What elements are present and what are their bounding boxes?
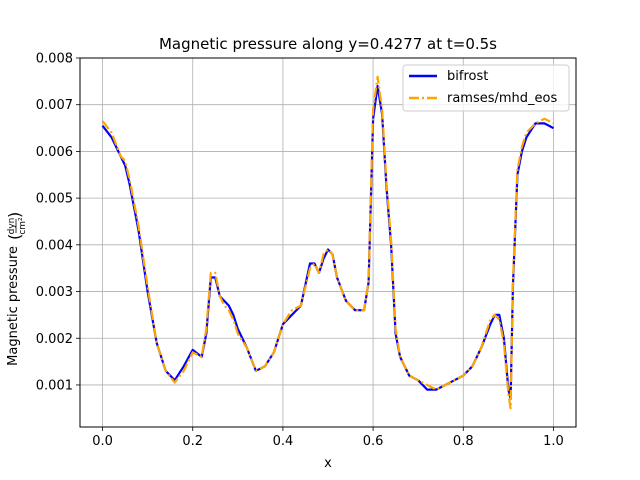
- y-tick-label: 0.008: [36, 52, 73, 67]
- legend-label-ramses: ramses/mhd_eos: [447, 91, 558, 106]
- x-tick-label: 0.6: [363, 434, 384, 449]
- x-tick-label: 1.0: [543, 434, 564, 449]
- y-tick-label: 0.002: [36, 332, 73, 347]
- y-tick-label: 0.005: [36, 192, 73, 207]
- y-tick-label: 0.004: [36, 238, 73, 253]
- y-axis-label: Magnetic pressure ( dyn cm² ): [5, 212, 28, 366]
- y-tick-label: 0.001: [36, 378, 73, 393]
- x-axis: 0.0 0.2 0.4 0.6 0.8 1.0: [92, 427, 564, 449]
- x-tick-label: 0.4: [273, 434, 294, 449]
- chart-title: Magnetic pressure along y=0.4277 at t=0.…: [159, 35, 497, 53]
- series-layer: [101, 75, 555, 410]
- x-tick-label: 0.8: [453, 434, 474, 449]
- legend: bifrost ramses/mhd_eos: [402, 64, 570, 112]
- plot-frame: [79, 57, 577, 428]
- y-tick-label: 0.006: [36, 145, 73, 160]
- x-axis-label: x: [324, 456, 332, 471]
- y-axis: 0.001 0.002 0.003 0.004 0.005 0.006 0.007 0.008: [36, 52, 80, 393]
- y-axis-label-text: Magnetic pressure: [6, 246, 21, 366]
- y-tick-label: 0.007: [36, 98, 73, 113]
- x-tick-label: 0.2: [182, 434, 203, 449]
- x-tick-label: 0.0: [92, 434, 113, 449]
- y-axis-label-paren-open: (: [5, 234, 24, 240]
- y-axis-label-unit-num: dyn: [7, 218, 17, 235]
- legend-frame: [402, 64, 570, 112]
- y-tick-label: 0.003: [36, 285, 73, 300]
- y-axis-label-paren-close: ): [5, 212, 24, 218]
- y-axis-label-unit-den: cm²: [18, 217, 28, 235]
- series-line-ramses-mhd-eos: [101, 75, 555, 410]
- legend-label-bifrost: bifrost: [447, 69, 488, 84]
